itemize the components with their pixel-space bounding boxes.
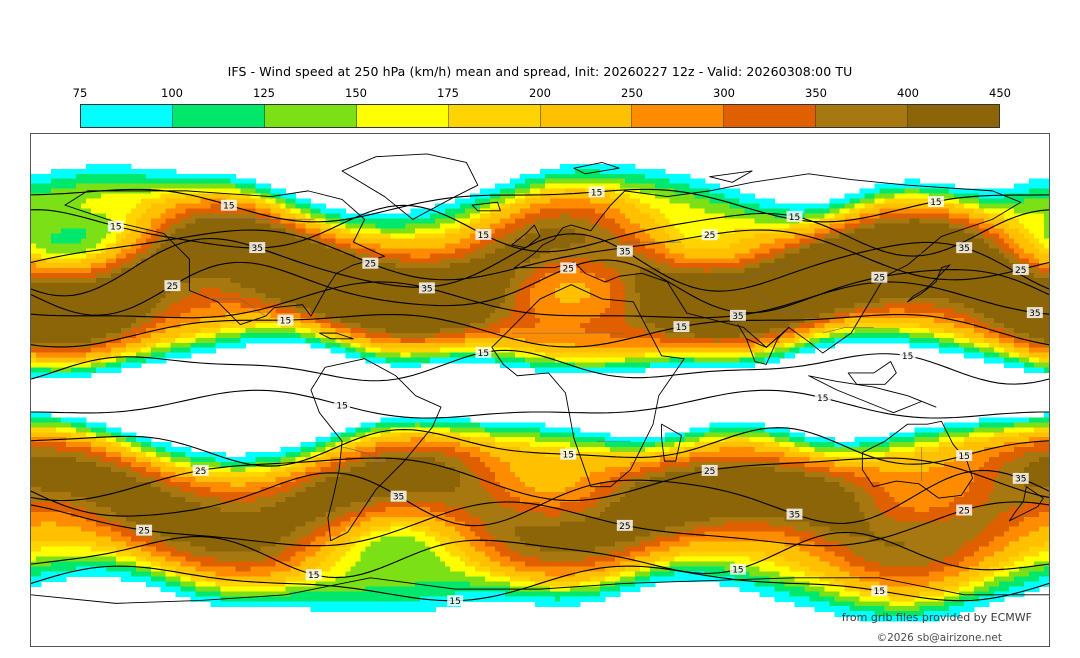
colorbar-tick-300: 300	[713, 86, 735, 100]
colorbar-tick-200: 200	[529, 86, 551, 100]
colorbar-tick-175: 175	[437, 86, 459, 100]
colorbar-band-250-300	[632, 105, 725, 127]
data-source-credit: from grib files provided by ECMWF	[841, 611, 1032, 624]
colorbar-band-150-175	[356, 105, 449, 127]
colorbar-band-400-450	[908, 105, 1000, 127]
colorbar-tick-75: 75	[72, 86, 88, 100]
copyright-credit: ©2026 sb@airizone.net	[876, 632, 1002, 644]
colorbar-swatches	[80, 104, 1000, 128]
coastlines	[31, 153, 1049, 604]
colorbar-tick-150: 150	[345, 86, 367, 100]
wind-speed-shading	[31, 163, 1049, 622]
colorbar-tick-350: 350	[805, 86, 827, 100]
colorbar-legend: 75 100 125 150 175 200 250 300 350 400 450	[73, 86, 1011, 128]
page-title: IFS - Wind speed at 250 hPa (km/h) mean …	[227, 64, 853, 79]
colorbar-band-175-200	[448, 105, 541, 127]
colorbar-band-300-350	[724, 105, 817, 127]
colorbar-tick-100: 100	[161, 86, 183, 100]
colorbar-tick-450: 450	[989, 86, 1011, 100]
colorbar-band-350-400	[816, 105, 909, 127]
colorbar-band-75-100	[81, 105, 173, 127]
colorbar-tick-labels: 75 100 125 150 175 200 250 300 350 400 450	[73, 86, 1011, 102]
colorbar-band-125-150	[264, 105, 357, 127]
colorbar-tick-250: 250	[621, 86, 643, 100]
colorbar-band-200-250	[540, 105, 633, 127]
colorbar-band-100-125	[172, 105, 265, 127]
colorbar-tick-400: 400	[897, 86, 919, 100]
colorbar-tick-125: 125	[253, 86, 275, 100]
map-canvas[interactable]: 15 15 15 15 15 15 25 25 25 35 35 35 25 25 25 35 35 35 15 15…	[30, 133, 1050, 647]
